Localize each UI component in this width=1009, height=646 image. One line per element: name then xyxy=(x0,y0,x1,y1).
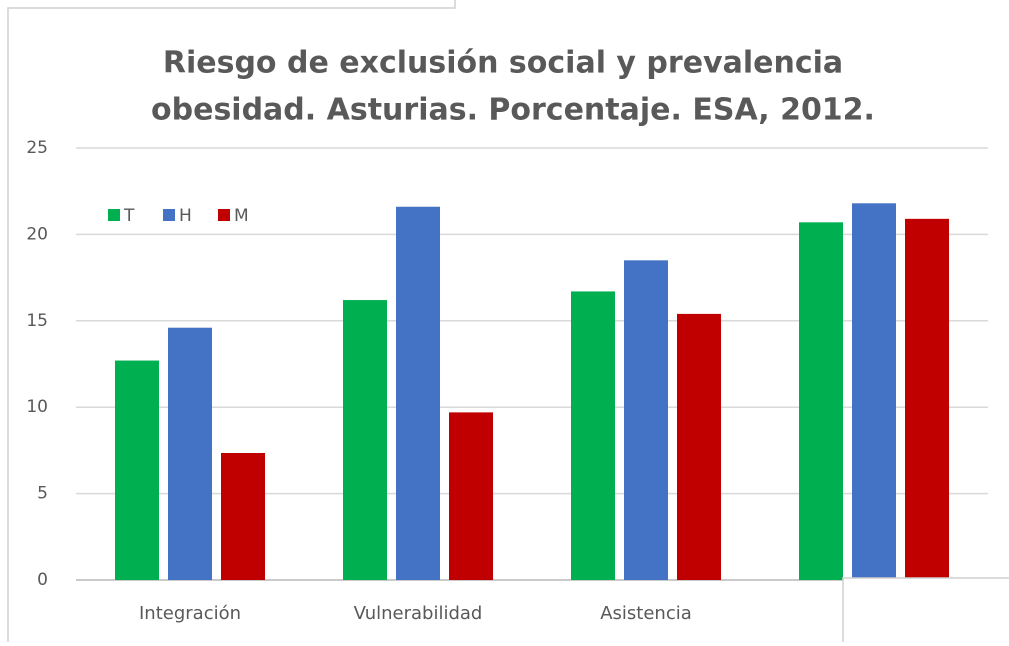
bar xyxy=(115,360,159,580)
y-tick-label: 0 xyxy=(37,570,48,590)
bar xyxy=(799,222,843,580)
overlay xyxy=(843,578,1009,642)
bar xyxy=(624,260,668,580)
y-tick-label: 10 xyxy=(26,397,48,417)
bar xyxy=(343,300,387,580)
bar xyxy=(449,412,493,580)
frame xyxy=(7,0,456,642)
bar xyxy=(852,203,896,580)
legend-label: T xyxy=(123,206,135,226)
bar xyxy=(221,452,265,580)
x-tick-label: Integración xyxy=(139,603,241,624)
y-tick-label: 15 xyxy=(26,311,48,331)
bar xyxy=(396,206,440,580)
y-tick-label: 20 xyxy=(26,224,48,244)
legend-label: H xyxy=(179,206,192,226)
x-tick-label: Asistencia xyxy=(600,603,692,624)
legend-swatch xyxy=(163,209,175,221)
bar xyxy=(677,313,721,580)
x-tick-label: Vulnerabilidad xyxy=(354,603,483,624)
legend-label: M xyxy=(234,206,249,226)
y-tick-label: 5 xyxy=(37,484,48,504)
legend-swatch xyxy=(218,209,230,221)
overlay-border xyxy=(842,577,1009,642)
bar xyxy=(905,218,949,580)
chart-title: obesidad. Asturias. Porcentaje. ESA, 201… xyxy=(151,93,875,128)
legend-swatch xyxy=(108,209,120,221)
chart-title: Riesgo de exclusión social y prevalencia xyxy=(163,46,843,81)
bar xyxy=(168,327,212,580)
bar xyxy=(571,291,615,580)
y-tick-label: 25 xyxy=(26,138,48,158)
